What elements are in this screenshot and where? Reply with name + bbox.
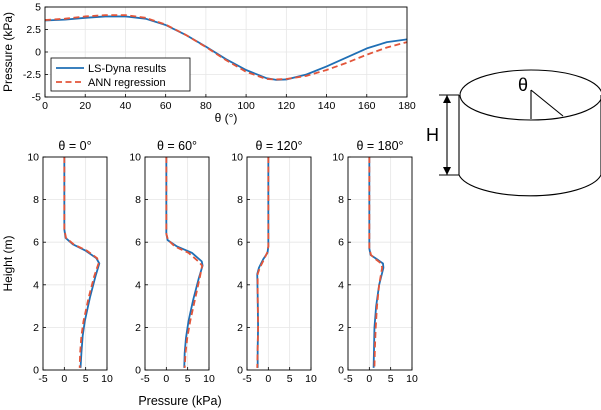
top-pressure-vs-theta-chart: 0 20 40 60 80 100 120 140 160 180 -5 -2.5 0 2.5 5 θ (°)… xyxy=(1,2,416,126)
top-xtick-label: 160 xyxy=(358,100,376,112)
panel-3-xtick-label: -5 xyxy=(242,373,251,385)
panel-1-ytick-label: 8 xyxy=(33,194,39,206)
panel-2-ytick-label: 8 xyxy=(135,194,141,206)
top-ytick-label: -5 xyxy=(32,92,41,104)
panel-3-ytick-label: 8 xyxy=(237,194,243,206)
top-xtick-label: 120 xyxy=(278,100,296,112)
panel-4-ytick-label: 6 xyxy=(338,237,344,249)
top-xtick-label: 60 xyxy=(160,100,172,112)
panel-3-ytick-label: 6 xyxy=(237,237,243,249)
panel-2-axes-frame xyxy=(144,156,210,371)
panel-3-xtick-label: 0 xyxy=(265,373,271,385)
panel-3-axes-frame xyxy=(246,156,312,371)
panel-1-ytick-label: 6 xyxy=(33,237,39,249)
panel-2-ytick-label: 2 xyxy=(135,322,141,334)
cylinder-top-ellipse xyxy=(459,69,601,121)
panel-1-ylabel: Height (m) xyxy=(1,235,15,291)
top-xtick-label: 0 xyxy=(42,100,48,112)
panel-3-ytick-label: 2 xyxy=(237,322,243,334)
panel-3-title: θ = 120° xyxy=(255,139,302,153)
legend-label-ann: ANN regression xyxy=(88,77,166,89)
panel-2-series-ann xyxy=(165,157,204,368)
height-arrow-top xyxy=(443,95,451,103)
panel-2-ytick-label: 6 xyxy=(135,237,141,249)
panel-1-ytick-label: 0 xyxy=(33,365,39,377)
cylinder-diagram: θ H xyxy=(426,69,601,197)
top-xtick-label: 80 xyxy=(200,100,212,112)
cylinder-bottom-arc xyxy=(458,174,601,197)
panel-1-series-ann xyxy=(63,157,100,368)
panel-1-axes-frame xyxy=(42,156,108,371)
theta-label: θ xyxy=(518,75,528,95)
panel-4-ytick-label: 8 xyxy=(338,194,344,206)
panel-1-ytick-label: 2 xyxy=(33,322,39,334)
panel-4-xtick-label: 10 xyxy=(406,373,418,385)
panel-4-axes-frame xyxy=(347,156,413,371)
panel-1-xtick-label: 0 xyxy=(61,373,67,385)
top-series-lsdyna xyxy=(44,15,408,81)
panel-4-xtick-label: 0 xyxy=(366,373,372,385)
top-ytick-label: 0 xyxy=(35,47,41,59)
top-ylabel: Pressure (kPa) xyxy=(1,12,15,92)
panel-4-series-ann xyxy=(368,157,384,368)
panel-4-ytick-label: 4 xyxy=(338,279,344,291)
top-ytick-label: 2.5 xyxy=(26,24,41,36)
panel-4-series-lsdyna xyxy=(368,157,385,368)
panel-3-ytick-label: 0 xyxy=(237,365,243,377)
height-arrow-bottom xyxy=(443,167,451,175)
top-panel: 0 20 40 60 80 100 120 140 160 180 -5 -2.5 0 2.5 5 θ (°)… xyxy=(1,2,416,126)
top-xtick-label: 40 xyxy=(120,100,132,112)
panel-1-title: θ = 0° xyxy=(58,139,91,153)
panel-1-ytick-label: 10 xyxy=(27,152,39,164)
height-extension-lines xyxy=(439,94,459,176)
panel-4-ytick-label: 10 xyxy=(332,152,344,164)
top-xlabel: θ (°) xyxy=(215,111,238,125)
legend-box xyxy=(50,57,191,92)
panel-3-xtick-label: 5 xyxy=(287,373,293,385)
legend-label-lsdyna: LS-Dyna results xyxy=(88,63,167,75)
panel-4-xtick-label: 5 xyxy=(388,373,394,385)
panel-4-title: θ = 180° xyxy=(356,139,403,153)
panel-1-xtick-label: -5 xyxy=(38,373,47,385)
panel-2-ytick-label: 4 xyxy=(135,279,141,291)
panel-2-ytick-label: 10 xyxy=(129,152,141,164)
panel-4-ytick-label: 2 xyxy=(338,322,344,334)
height-label: H xyxy=(426,125,439,145)
chart-legend: LS-Dyna results ANN regression xyxy=(50,57,191,92)
panel-2-ytick-label: 0 xyxy=(135,365,141,377)
top-ytick-label: 5 xyxy=(35,2,41,14)
panel-4-xtick-label: -5 xyxy=(343,373,352,385)
top-ytick-label: -2.5 xyxy=(23,69,41,81)
top-axes-frame xyxy=(44,6,408,98)
shared-x-axis-label: Pressure (kPa) xyxy=(138,394,221,408)
panel-3-series-ann xyxy=(256,157,270,368)
panel-4-ytick-label: 0 xyxy=(338,365,344,377)
panel-2-xtick-label: 0 xyxy=(163,373,169,385)
panel-2-series-lsdyna xyxy=(165,157,204,368)
top-xtick-label: 140 xyxy=(318,100,336,112)
top-xtick-label: 20 xyxy=(79,100,91,112)
panel-2-xtick-label: 5 xyxy=(185,373,191,385)
panel-2-title: θ = 60° xyxy=(157,139,197,153)
panel-1-series-lsdyna xyxy=(63,157,101,368)
panel-1-xtick-label: 10 xyxy=(101,373,113,385)
panel-2-xtick-label: -5 xyxy=(140,373,149,385)
panel-3-ytick-label: 10 xyxy=(231,152,243,164)
top-xtick-label: 180 xyxy=(398,100,416,112)
panel-3-xtick-label: 10 xyxy=(305,373,317,385)
panel-3-ytick-label: 4 xyxy=(237,279,243,291)
panel-1-xtick-label: 5 xyxy=(83,373,89,385)
top-series-ann xyxy=(44,14,408,81)
theta-angle-lines xyxy=(530,89,564,119)
panel-1-ytick-label: 4 xyxy=(33,279,39,291)
top-xtick-label: 100 xyxy=(237,100,255,112)
panel-2-xtick-label: 10 xyxy=(203,373,215,385)
